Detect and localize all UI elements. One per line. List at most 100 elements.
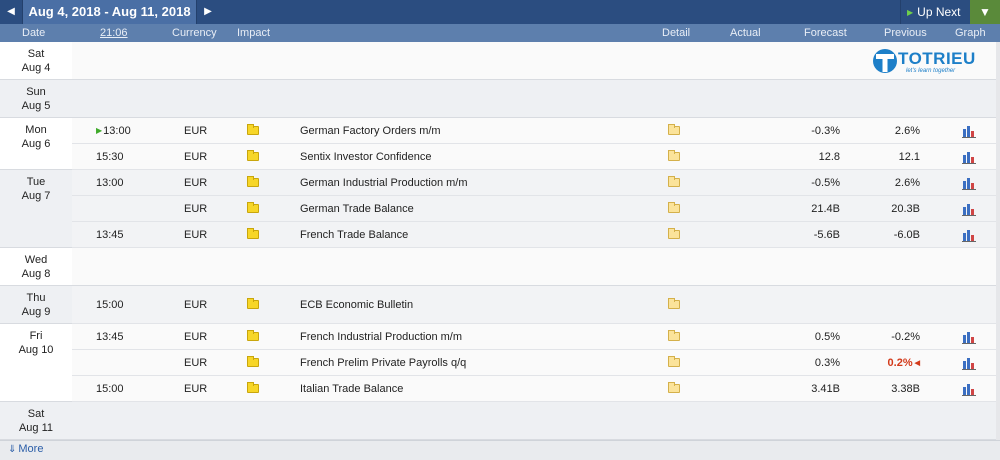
event-forecast: -0.3%: [811, 124, 840, 137]
graph-bar-chart-icon[interactable]: [962, 196, 982, 221]
col-detail: Detail: [662, 27, 691, 39]
impact-folder-icon: [247, 144, 267, 169]
day-date: Aug 7: [21, 190, 51, 202]
event-forecast: 12.8: [818, 150, 840, 163]
event-previous: -0.2%: [891, 330, 920, 343]
event-currency: EUR: [184, 298, 208, 311]
event-time: ▶ 13:00: [96, 118, 152, 143]
date-range-title: Aug 4, 2018 - Aug 11, 2018: [22, 0, 197, 24]
event-title[interactable]: French Trade Balance: [300, 228, 409, 241]
event-forecast: -0.5%: [811, 176, 840, 189]
day-date: Aug 8: [21, 268, 51, 280]
event-row[interactable]: 15:00 EUR ECB Economic Bulletin: [72, 286, 996, 324]
col-graph: Graph: [955, 27, 986, 39]
col-forecast: Forecast: [804, 27, 847, 39]
event-title[interactable]: German Factory Orders m/m: [300, 124, 441, 137]
event-row[interactable]: 13:00 EUR German Industrial Production m…: [72, 170, 996, 196]
weekday: Tue: [26, 176, 46, 188]
col-time[interactable]: 21:06: [100, 27, 128, 39]
detail-folder-icon[interactable]: [668, 196, 688, 221]
event-time: 13:45: [96, 228, 124, 241]
day-date: Aug 10: [18, 344, 54, 356]
impact-folder-icon: [247, 118, 267, 143]
col-previous: Previous: [884, 27, 927, 39]
graph-bar-chart-icon[interactable]: [962, 144, 982, 169]
impact-folder-icon: [247, 324, 267, 349]
event-row[interactable]: 13:45 EUR French Trade Balance -5.6B -6.…: [72, 222, 996, 248]
day-date: Aug 6: [21, 138, 51, 150]
empty-day-row: [72, 248, 996, 286]
impact-folder-icon: [247, 350, 267, 375]
event-title[interactable]: German Industrial Production m/m: [300, 176, 468, 189]
event-row[interactable]: EUR French Prelim Private Payrolls q/q 0…: [72, 350, 996, 376]
col-currency: Currency: [172, 27, 217, 39]
event-row[interactable]: ▶ 13:00 EUR German Factory Orders m/m -0.…: [72, 118, 996, 144]
site-logo: TOTRIEU let's learn together: [872, 46, 982, 82]
graph-bar-chart-icon[interactable]: [962, 376, 982, 401]
prev-week-button[interactable]: ◀: [7, 6, 15, 17]
detail-folder-icon[interactable]: [668, 118, 688, 143]
event-time: 15:30: [96, 150, 124, 163]
up-next-button[interactable]: ▶ Up Next: [900, 0, 970, 24]
event-forecast: 3.41B: [811, 382, 840, 395]
col-date: Date: [22, 27, 46, 39]
day-cell: Sat Aug 4: [0, 42, 72, 80]
vertical-scrollbar[interactable]: [996, 42, 1000, 440]
event-title[interactable]: Sentix Investor Confidence: [300, 150, 432, 163]
logo-icon: [873, 49, 897, 73]
day-cell: Mon Aug 6: [0, 118, 72, 170]
event-previous: 12.1: [898, 150, 920, 163]
event-title[interactable]: German Trade Balance: [300, 202, 414, 215]
event-title[interactable]: French Prelim Private Payrolls q/q: [300, 356, 467, 369]
event-currency: EUR: [184, 176, 208, 189]
up-next-label: Up Next: [917, 5, 961, 19]
detail-folder-icon[interactable]: [668, 324, 688, 349]
filter-icon: ▼: [979, 5, 991, 19]
event-title[interactable]: ECB Economic Bulletin: [300, 298, 414, 311]
more-label: More: [18, 443, 44, 455]
calendar-grid: Sat Aug 4 Sun Aug 5 Mon Aug 6 ▶ 13:00 EUR Ge…: [0, 42, 1000, 440]
next-week-button[interactable]: ▶: [204, 6, 212, 17]
event-forecast: 0.3%: [814, 356, 840, 369]
graph-bar-chart-icon[interactable]: [962, 324, 982, 349]
detail-folder-icon[interactable]: [668, 144, 688, 169]
detail-folder-icon[interactable]: [668, 376, 688, 401]
event-time: 13:00: [96, 176, 124, 189]
day-date: Aug 4: [21, 62, 51, 74]
event-time: [96, 350, 152, 375]
event-currency: EUR: [184, 150, 208, 163]
weekday: Wed: [24, 254, 48, 266]
day-cell: Sat Aug 11: [0, 402, 72, 440]
event-previous: -6.0B: [893, 228, 920, 241]
graph-bar-chart-icon[interactable]: [962, 118, 982, 143]
day-date: Aug 5: [21, 100, 51, 112]
event-row[interactable]: 13:45 EUR French Industrial Production m…: [72, 324, 996, 350]
event-title[interactable]: Italian Trade Balance: [300, 382, 404, 395]
empty-day-row: [72, 80, 996, 118]
event-row[interactable]: 15:00 EUR Italian Trade Balance 3.41B 3.…: [72, 376, 996, 402]
impact-folder-icon: [247, 286, 267, 323]
detail-folder-icon[interactable]: [668, 170, 688, 195]
weekday: Sat: [27, 408, 45, 420]
detail-folder-icon[interactable]: [668, 286, 688, 323]
graph-bar-chart-icon[interactable]: [962, 222, 982, 247]
graph-bar-chart-icon[interactable]: [962, 170, 982, 195]
event-time: 15:00: [96, 298, 124, 311]
detail-folder-icon[interactable]: [668, 222, 688, 247]
detail-folder-icon[interactable]: [668, 350, 688, 375]
event-currency: EUR: [184, 202, 208, 215]
event-row[interactable]: 15:30 EUR Sentix Investor Confidence 12.…: [72, 144, 996, 170]
event-time-value: 13:00: [103, 124, 131, 137]
event-title[interactable]: French Industrial Production m/m: [300, 330, 463, 343]
revised-flag-icon[interactable]: ◀: [914, 359, 920, 367]
graph-bar-chart-icon[interactable]: [962, 350, 982, 375]
play-icon: ▶: [96, 126, 103, 135]
more-link[interactable]: ⇓ More: [8, 443, 43, 455]
event-forecast: 0.5%: [814, 330, 840, 343]
day-cell: Tue Aug 7: [0, 170, 72, 248]
event-row[interactable]: EUR German Trade Balance 21.4B 20.3B: [72, 196, 996, 222]
filter-button[interactable]: ▼: [970, 0, 1000, 24]
event-previous: 3.38B: [891, 382, 920, 395]
event-currency: EUR: [184, 228, 208, 241]
day-cell: Thu Aug 9: [0, 286, 72, 324]
